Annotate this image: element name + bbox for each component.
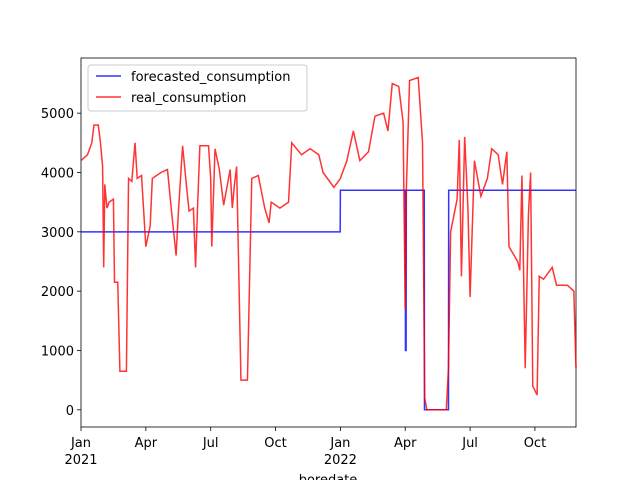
x-axis-label: boredate: [299, 473, 358, 480]
y-tick-label: 0: [66, 404, 74, 419]
y-tick-label: 5000: [41, 107, 74, 122]
x-tick-label: Jan: [70, 436, 91, 451]
x-tick-label: Oct: [264, 436, 286, 451]
y-tick-label: 3000: [41, 226, 74, 241]
y-tick-label: 2000: [41, 285, 74, 300]
x-tick-label: Oct: [524, 436, 546, 451]
x-tick-label: Apr: [135, 436, 158, 451]
legend-box: [87, 64, 308, 112]
x-tick-label: Jul: [202, 436, 219, 451]
series-line: [80, 76, 577, 411]
legend-label: forecasted_consumption: [131, 70, 291, 85]
x-tick-label: Jul: [461, 436, 478, 451]
y-tick-label: 1000: [41, 344, 74, 359]
y-tick-label: 4000: [41, 166, 74, 181]
x-tick-year: 2022: [324, 453, 357, 468]
x-tick-label: Apr: [394, 436, 417, 451]
x-tick-year: 2021: [64, 453, 97, 468]
legend-label: real_consumption: [131, 91, 246, 106]
series-line: [81, 189, 576, 411]
x-tick-label: Jan: [329, 436, 350, 451]
plot-frame: [80, 57, 577, 428]
